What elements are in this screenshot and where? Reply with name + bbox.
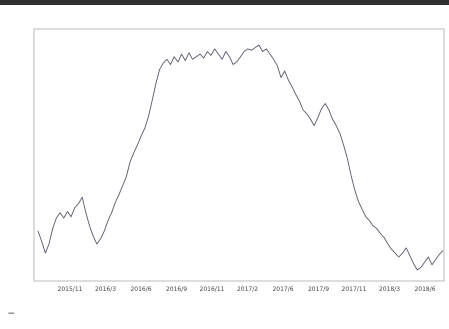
series-line [37, 44, 444, 271]
x-tick-label: 2015/11 [58, 286, 83, 293]
x-tick-label: 2016/9 [166, 286, 187, 293]
legend-marker: — [8, 309, 15, 317]
x-tick-label: 2017/6 [272, 286, 293, 293]
x-tick-label: 2017/9 [308, 286, 329, 293]
header-bar [0, 0, 449, 5]
x-tick-label: 2018/6 [414, 286, 435, 293]
x-tick-label: 2016/3 [95, 286, 116, 293]
chart-legend: — [8, 309, 15, 317]
x-tick-label: 2016/6 [130, 286, 151, 293]
x-tick-label: 2017/11 [342, 286, 367, 293]
x-tick-label: 2018/3 [379, 286, 400, 293]
x-tick-label: 2017/2 [237, 286, 258, 293]
x-tick-label: 2016/11 [200, 286, 225, 293]
plot-area-border [33, 28, 445, 282]
